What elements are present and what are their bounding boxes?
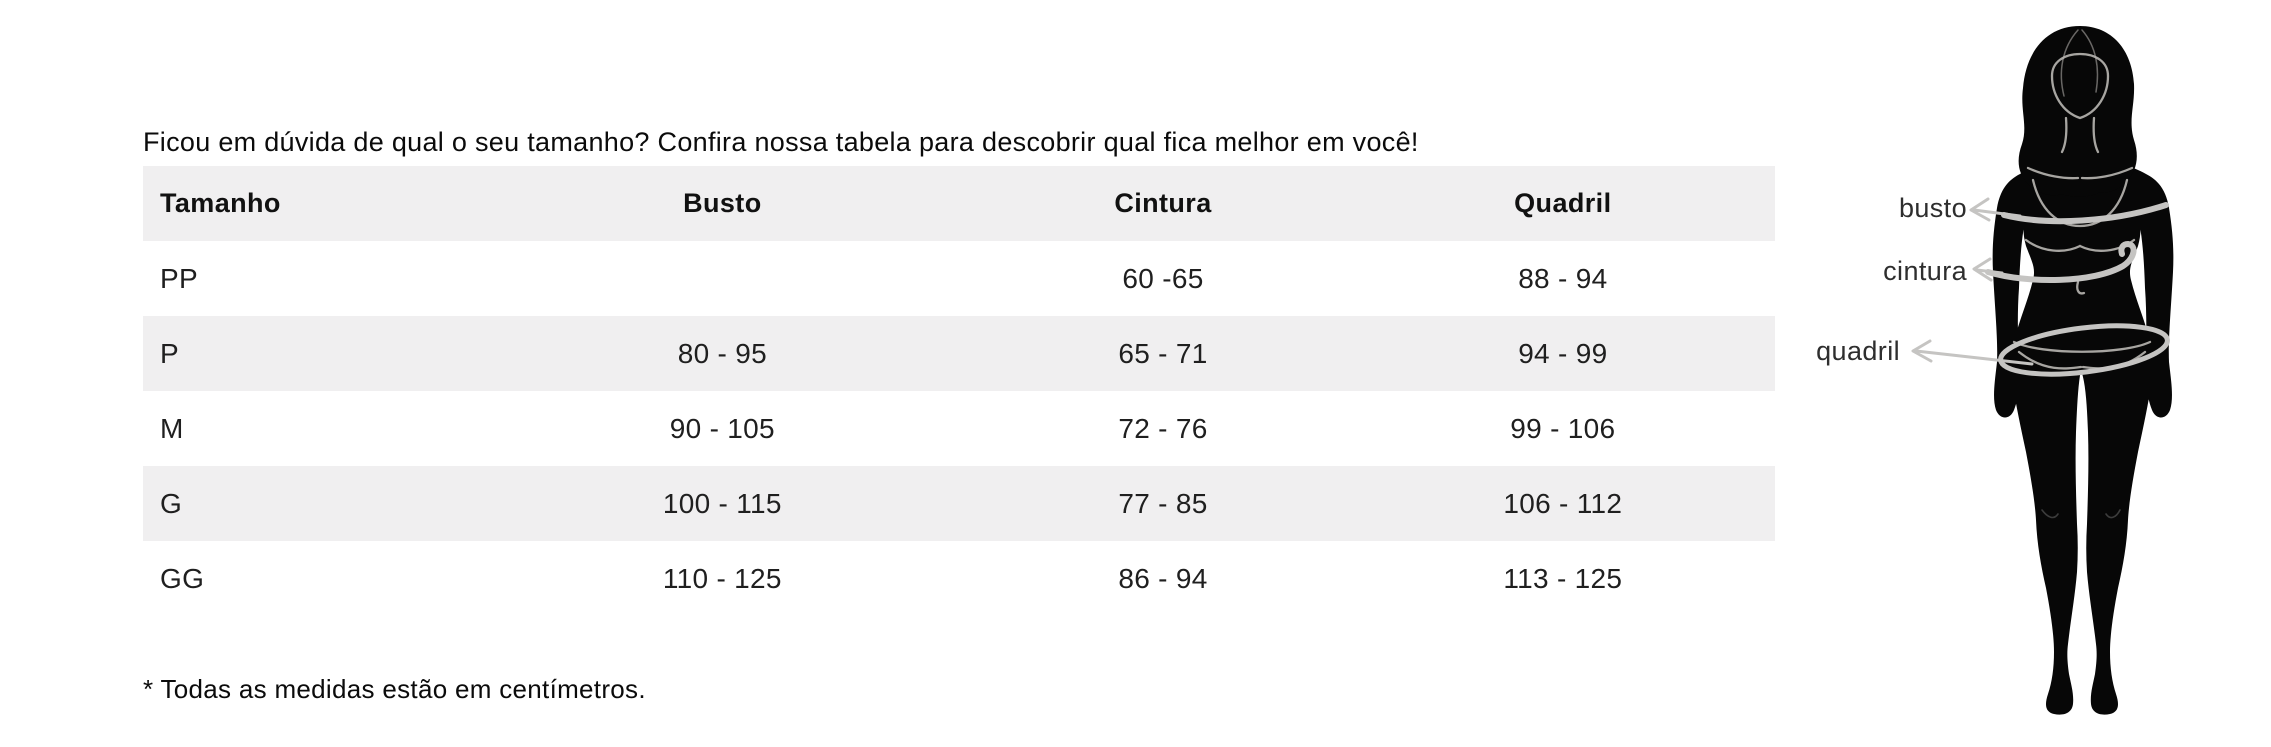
table-row-gg: GG 110 - 125 86 - 94 113 - 125 (143, 541, 1775, 616)
hair-strand-line (2060, 29, 2099, 97)
table-row-g: G 100 - 115 77 - 85 106 - 112 (143, 466, 1775, 541)
size-cell: GG (160, 562, 205, 594)
quadril-cell: 88 - 94 (1518, 262, 1608, 294)
cintura-cell: 65 - 71 (1118, 337, 1208, 369)
table-row-pp: PP 60 -65 88 - 94 (143, 241, 1775, 316)
label-quadril: quadril (1816, 336, 1900, 366)
cintura-arrow-icon (1972, 257, 2004, 282)
neck-line (2060, 116, 2100, 154)
busto-cell: 110 - 125 (662, 562, 782, 594)
cintura-cell: 77 - 85 (1118, 487, 1208, 519)
size-cell: PP (160, 262, 198, 294)
collarbone-line (2026, 166, 2134, 180)
column-header-busto: Busto (683, 188, 762, 218)
header-row: Tamanho Busto Cintura Quadril (143, 166, 1775, 241)
busto-cell (469, 241, 975, 316)
intro-text: Ficou em dúvida de qual o seu tamanho? C… (143, 127, 1419, 157)
cintura-cell: 72 - 76 (1118, 412, 1208, 444)
quadril-arrow-icon (1911, 339, 2034, 366)
size-table-header: Tamanho Busto Cintura Quadril (143, 166, 1775, 241)
busto-cell: 100 - 115 (662, 487, 782, 519)
column-header-quadril: Quadril (1514, 188, 1612, 218)
cintura-cell: 60 -65 (1122, 262, 1204, 294)
table-row-m: M 90 - 105 72 - 76 99 - 106 (143, 391, 1775, 466)
column-header-cintura: Cintura (1114, 188, 1212, 218)
label-busto: busto (1898, 193, 1967, 223)
quadril-cell: 99 - 106 (1510, 412, 1616, 444)
navel-mark (2076, 280, 2086, 295)
column-header-tamanho: Tamanho (160, 188, 281, 218)
body-measurement-figure: busto cintura quadril (1790, 0, 2271, 747)
size-table: Tamanho Busto Cintura Quadril PP 60 -65 … (143, 166, 1775, 616)
size-cell: P (160, 337, 179, 369)
busto-cell: 80 - 95 (677, 337, 767, 369)
quadril-cell: 113 - 125 (1503, 562, 1623, 594)
units-footnote: * Todas as medidas estão em centímetros. (143, 674, 646, 704)
waist-tape-line (1985, 240, 2137, 284)
label-cintura: cintura (1883, 256, 1967, 286)
size-table-body: PP 60 -65 88 - 94 P 80 - 95 65 - 71 94 -… (143, 241, 1775, 616)
table-row-p: P 80 - 95 65 - 71 94 - 99 (143, 316, 1775, 391)
bra-outline-line (2031, 178, 2129, 228)
quadril-cell: 94 - 99 (1518, 337, 1608, 369)
cintura-cell: 86 - 94 (1118, 562, 1208, 594)
female-silhouette-illustration (1911, 26, 2174, 715)
bust-tape-line (2001, 202, 2169, 225)
knee-line (2041, 509, 2121, 519)
size-cell: G (160, 487, 183, 519)
busto-cell: 90 - 105 (669, 412, 775, 444)
size-cell: M (160, 412, 184, 444)
busto-arrow-icon (1969, 197, 2022, 222)
quadril-cell: 106 - 112 (1503, 487, 1623, 519)
face-outline-line (2050, 52, 2110, 120)
female-silhouette (1992, 120, 2174, 715)
